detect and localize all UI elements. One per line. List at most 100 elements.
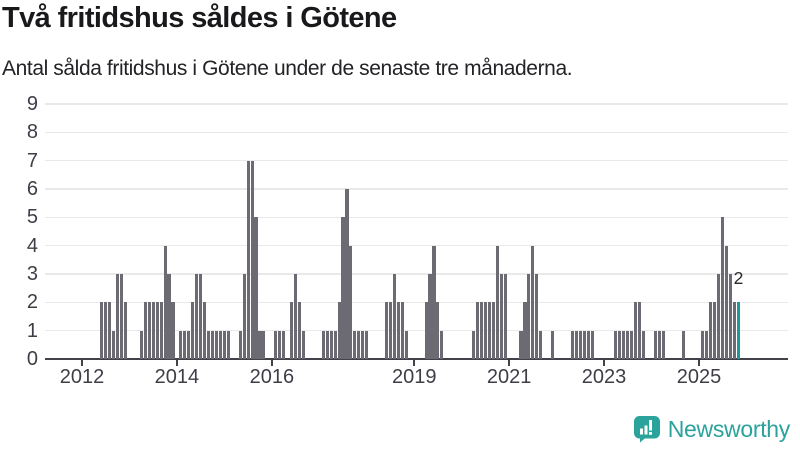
bar — [634, 302, 638, 359]
bar — [325, 330, 329, 359]
gridline — [45, 244, 788, 247]
bar — [112, 330, 116, 359]
bar — [329, 330, 333, 359]
bar — [527, 274, 531, 359]
bar — [499, 274, 503, 359]
bar — [159, 302, 163, 359]
y-axis-tick-label: 4 — [26, 234, 38, 257]
chart-subtitle: Antal sålda fritidshus i Götene under de… — [2, 57, 573, 80]
bar — [570, 330, 574, 359]
bar — [321, 330, 325, 359]
x-axis-tick — [81, 360, 83, 366]
bar — [290, 302, 294, 359]
bar — [297, 302, 302, 359]
x-axis-tick-label: 2014 — [154, 366, 200, 388]
y-axis-tick-label: 1 — [26, 319, 38, 342]
bar — [701, 330, 705, 359]
bar — [278, 330, 282, 359]
bar — [258, 330, 262, 359]
bar — [151, 302, 155, 359]
bar — [242, 274, 246, 359]
bar — [183, 330, 187, 359]
y-axis-tick-label: 9 — [26, 93, 38, 116]
bar — [203, 302, 207, 359]
bar — [167, 274, 171, 359]
x-axis-tick — [603, 360, 606, 366]
x-axis-tick-label: 2025 — [676, 366, 722, 388]
bar — [436, 302, 440, 359]
bar — [586, 330, 590, 359]
bar — [551, 330, 555, 359]
bar — [491, 302, 495, 359]
bar — [104, 302, 108, 359]
bar — [155, 302, 159, 359]
x-axis-tick-label: 2023 — [581, 366, 627, 388]
bar — [642, 330, 646, 359]
bar — [337, 302, 341, 359]
bar — [207, 330, 211, 359]
bar — [179, 330, 183, 359]
bar — [574, 330, 578, 359]
bar — [238, 330, 242, 359]
gridline — [45, 103, 788, 105]
x-axis-tick — [175, 360, 178, 366]
y-axis-tick-label: 2 — [26, 291, 38, 314]
bar — [404, 330, 408, 359]
bar — [725, 245, 729, 359]
gridline — [45, 131, 788, 134]
bar — [345, 189, 349, 359]
bar — [705, 330, 709, 359]
bar — [622, 330, 626, 359]
bar — [341, 217, 345, 359]
bar — [210, 330, 215, 359]
bar — [108, 302, 112, 359]
bar — [519, 330, 523, 359]
bar — [171, 302, 175, 359]
bar — [187, 330, 191, 359]
gridline — [45, 301, 788, 304]
y-axis-tick-label: 7 — [26, 149, 38, 172]
bar — [630, 330, 634, 359]
bar — [495, 245, 499, 359]
bar — [282, 330, 286, 359]
bar — [147, 302, 151, 359]
newsworthy-logo-text: Newsworthy — [667, 415, 791, 442]
newsworthy-logo[interactable]: Newsworthy — [633, 415, 790, 443]
bar — [100, 302, 104, 359]
gridline — [45, 216, 788, 219]
x-axis-tick-label: 2019 — [391, 366, 437, 388]
bar — [523, 302, 527, 359]
bar — [301, 330, 306, 359]
bar — [483, 302, 487, 359]
gridline — [45, 329, 788, 332]
bar — [357, 330, 361, 359]
gridline — [45, 273, 788, 275]
x-axis-tick — [508, 360, 511, 366]
x-axis-tick-label: 2012 — [59, 366, 105, 388]
x-axis-tick — [413, 360, 416, 366]
bar — [618, 330, 622, 359]
bar — [214, 330, 218, 359]
bar — [333, 330, 337, 359]
bar — [163, 245, 167, 359]
x-axis-tick — [270, 360, 273, 366]
bar — [400, 302, 404, 359]
bar — [729, 274, 733, 359]
bar — [116, 274, 120, 359]
bar — [578, 330, 582, 359]
gridline — [45, 159, 788, 162]
bar — [432, 245, 436, 359]
bar — [487, 302, 491, 359]
bar — [120, 274, 124, 359]
bar — [246, 160, 250, 359]
bar — [384, 302, 389, 359]
y-axis-tick-label: 6 — [26, 178, 38, 201]
bar — [191, 302, 195, 359]
bar — [479, 302, 483, 359]
bar — [503, 274, 507, 359]
newsworthy-bubble-chart-icon — [633, 415, 661, 443]
bar — [638, 302, 642, 359]
bar — [709, 302, 713, 359]
bar — [653, 330, 658, 359]
bar — [535, 274, 539, 359]
